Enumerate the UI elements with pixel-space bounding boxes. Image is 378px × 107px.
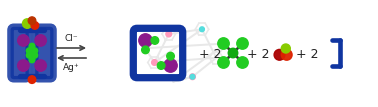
Circle shape: [218, 57, 229, 68]
Circle shape: [18, 35, 29, 46]
Text: + 2: + 2: [199, 48, 221, 60]
Circle shape: [32, 52, 38, 58]
Circle shape: [281, 44, 290, 53]
Circle shape: [143, 46, 147, 51]
Circle shape: [218, 38, 229, 49]
Circle shape: [190, 74, 195, 79]
Circle shape: [18, 60, 29, 71]
Circle shape: [190, 74, 195, 80]
Circle shape: [32, 48, 38, 54]
Circle shape: [200, 27, 204, 32]
Text: Ag⁺: Ag⁺: [63, 63, 80, 72]
Circle shape: [281, 49, 292, 60]
Circle shape: [228, 48, 238, 58]
Circle shape: [35, 35, 46, 46]
Circle shape: [223, 41, 229, 46]
Circle shape: [142, 46, 149, 54]
Text: + 2: + 2: [296, 48, 318, 60]
Circle shape: [237, 57, 248, 68]
Circle shape: [23, 19, 32, 28]
Circle shape: [157, 62, 165, 69]
Text: Cl⁻: Cl⁻: [65, 34, 78, 43]
Circle shape: [139, 34, 152, 47]
Circle shape: [274, 49, 285, 60]
FancyBboxPatch shape: [35, 27, 53, 79]
Circle shape: [28, 17, 36, 25]
Circle shape: [28, 76, 36, 83]
FancyBboxPatch shape: [11, 27, 29, 79]
Circle shape: [167, 52, 174, 60]
Circle shape: [29, 43, 35, 49]
Circle shape: [166, 31, 172, 37]
Text: + 2: + 2: [247, 48, 269, 60]
Circle shape: [151, 37, 159, 44]
Circle shape: [31, 22, 39, 29]
Circle shape: [26, 52, 32, 58]
Circle shape: [152, 60, 157, 65]
Circle shape: [29, 57, 35, 63]
Circle shape: [35, 60, 46, 71]
Circle shape: [164, 59, 177, 72]
Circle shape: [237, 38, 248, 49]
Circle shape: [26, 48, 32, 54]
